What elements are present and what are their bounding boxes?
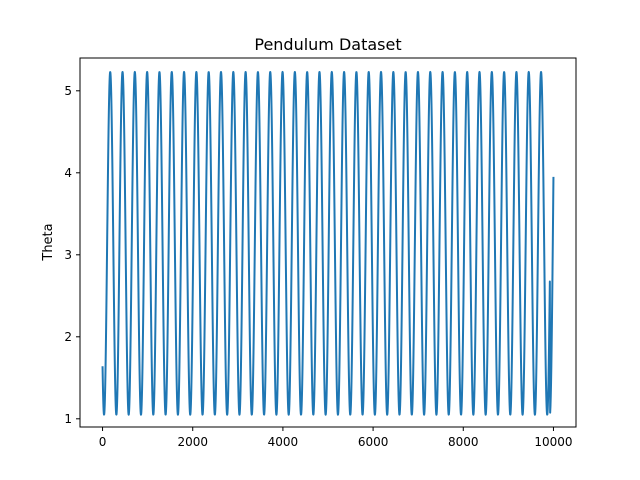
y-tick-label-0: 1 <box>64 412 72 426</box>
x-tick-label-2: 4000 <box>268 435 299 449</box>
x-tick-label-0: 0 <box>99 435 107 449</box>
chart-title: Pendulum Dataset <box>254 35 401 54</box>
y-axis: 1 2 3 4 5 <box>64 84 80 426</box>
x-tick-label-5: 10000 <box>534 435 572 449</box>
series-layer <box>101 70 555 416</box>
x-tick-label-4: 8000 <box>448 435 479 449</box>
y-tick-label-3: 4 <box>64 166 72 180</box>
y-tick-label-2: 3 <box>64 248 72 262</box>
plot-frame <box>79 57 577 428</box>
x-tick-label-3: 6000 <box>358 435 389 449</box>
y-tick-label-1: 2 <box>64 330 72 344</box>
y-axis-label: Theta <box>41 223 56 261</box>
series-line-0 <box>101 70 555 416</box>
x-tick-label-1: 2000 <box>177 435 208 449</box>
y-tick-label-4: 5 <box>64 84 72 98</box>
x-axis: 0 2000 4000 6000 8000 10000 <box>99 427 573 449</box>
